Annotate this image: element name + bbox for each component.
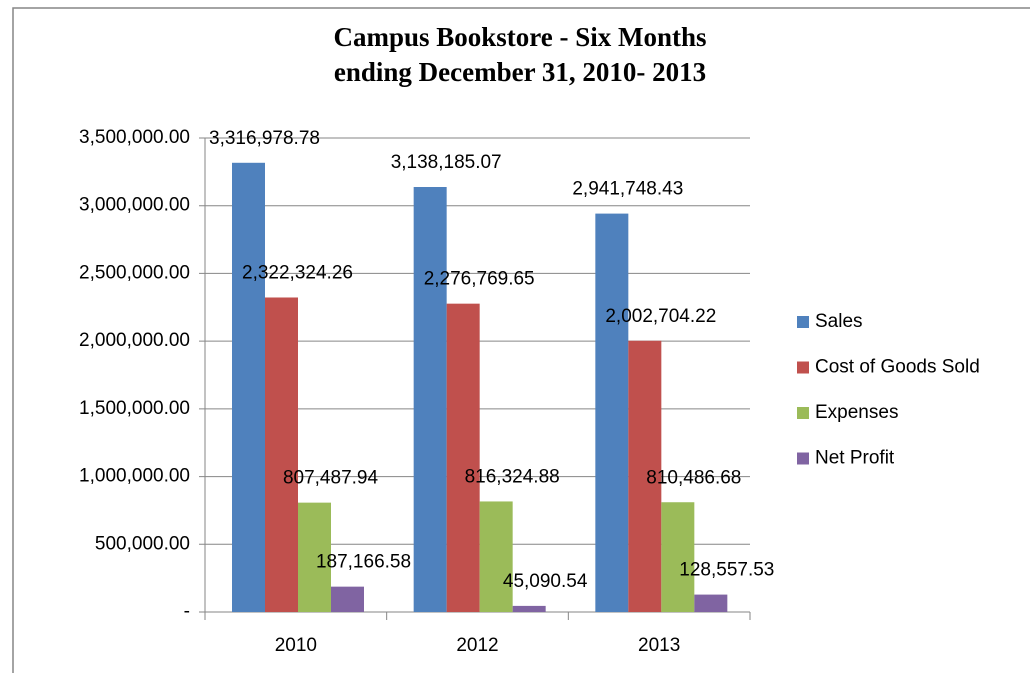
- bar: [413, 187, 447, 613]
- legend-swatch: [797, 407, 809, 419]
- legend-label: Net Profit: [815, 448, 895, 469]
- y-tick-label: 2,500,000.00: [79, 262, 190, 283]
- bar: [628, 340, 662, 612]
- legend-swatch: [797, 452, 809, 465]
- chart-title: ending December 31, 2010- 2013: [334, 57, 706, 87]
- bar: [265, 297, 298, 612]
- bar: [446, 303, 480, 612]
- legend-label: Sales: [815, 311, 863, 332]
- y-tick-label: 1,500,000.00: [79, 398, 190, 419]
- bar: [232, 162, 265, 612]
- data-label: 807,487.94: [283, 468, 379, 489]
- y-tick-label: 3,000,000.00: [79, 195, 190, 216]
- legend-swatch: [797, 361, 809, 374]
- y-tick-label: 500,000.00: [95, 533, 190, 554]
- y-tick-label: 3,500,000.00: [79, 127, 190, 148]
- bar: [512, 605, 546, 612]
- data-label: 3,316,978.78: [209, 128, 320, 149]
- x-tick-label: 2010: [275, 635, 317, 656]
- legend-swatch: [797, 316, 809, 328]
- bar: [331, 586, 364, 612]
- chart-border: [12, 7, 1030, 673]
- data-label: 2,941,748.43: [572, 179, 683, 200]
- x-tick-label: 2013: [638, 635, 680, 656]
- data-label: 816,324.88: [465, 466, 560, 487]
- bar: [694, 594, 728, 612]
- data-label: 3,138,185.07: [391, 152, 502, 173]
- data-label: 187,166.58: [316, 552, 411, 573]
- data-label: 2,276,769.65: [424, 269, 535, 290]
- legend-label: Expenses: [815, 402, 898, 423]
- y-tick-label: 2,000,000.00: [79, 330, 190, 351]
- legend-label: Cost of Goods Sold: [815, 357, 980, 378]
- chart-title: Campus Bookstore - Six Months: [333, 22, 706, 52]
- x-tick-label: 2012: [456, 635, 498, 656]
- y-tick-label: 1,000,000.00: [79, 466, 190, 487]
- data-label: 2,002,704.22: [605, 306, 716, 327]
- bar: [479, 501, 513, 612]
- data-label: 128,557.53: [679, 560, 774, 581]
- y-tick-label: -: [184, 601, 190, 622]
- bar: [298, 502, 331, 612]
- data-label: 810,486.68: [646, 467, 741, 488]
- bar: [595, 213, 629, 612]
- data-label: 2,322,324.26: [242, 263, 353, 284]
- data-label: 45,090.54: [503, 571, 588, 592]
- bar: [661, 502, 695, 612]
